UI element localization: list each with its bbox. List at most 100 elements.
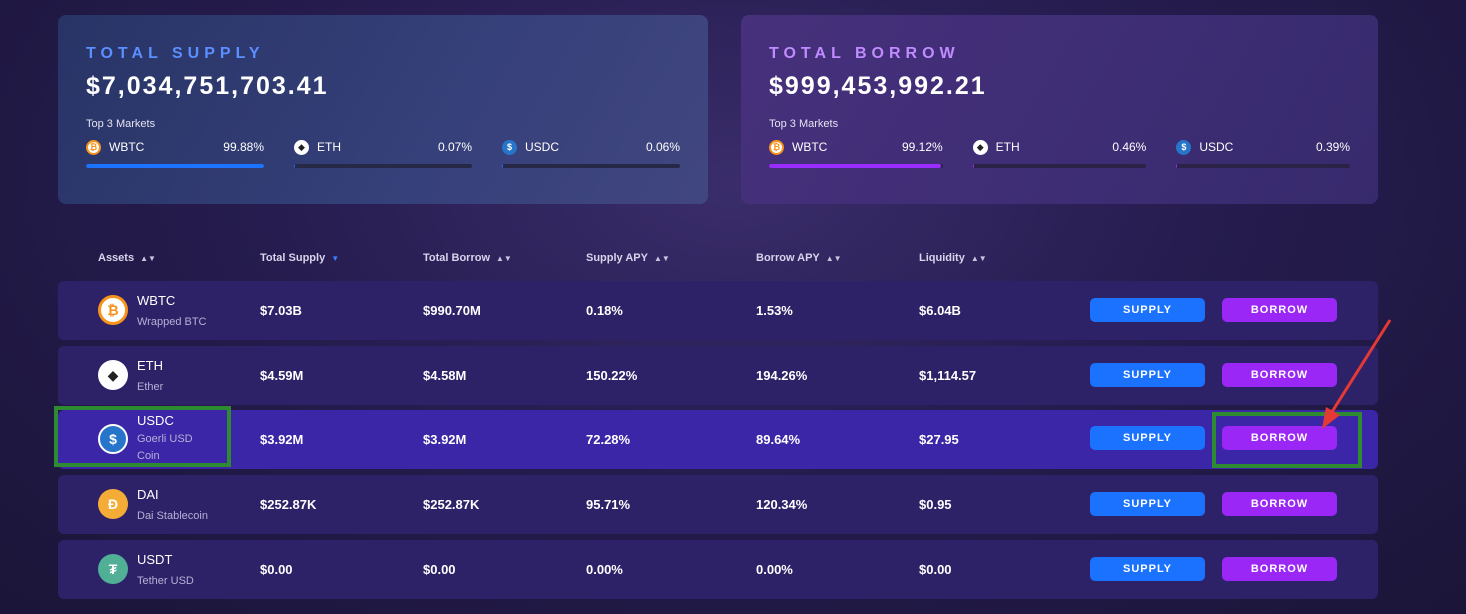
supply-button[interactable]: SUPPLY [1090,557,1205,581]
borrow-apy-value: 120.34% [756,497,808,512]
total-borrow-amount: $999,453,992.21 [769,72,987,100]
total-borrow-value: $3.92M [423,432,467,447]
annotation-arrow-icon [1322,319,1392,429]
tether-icon: ₮ [98,554,128,584]
header-label: Liquidity [919,252,965,264]
asset-name: Wrapped BTC [137,316,207,328]
market-name: USDC [1199,140,1234,154]
header-label: Assets [98,252,135,264]
market-share-bar [502,164,680,168]
header-label: Borrow APY [756,252,820,264]
supply-market-usdc: $ USDC 0.06% [502,139,680,168]
sort-icon: ▲▼ [653,254,670,263]
table-row-usdc[interactable]: $ USDC Goerli USD Coin $3.92M $3.92M 72.… [58,410,1378,469]
borrow-apy-value: 89.64% [756,432,801,447]
asset-symbol: DAI [137,487,159,502]
asset-symbol: USDC [137,413,174,428]
ethereum-icon: ◆ [972,139,988,155]
total-supply-title: TOTAL SUPPLY [86,45,265,62]
bitcoin-icon: ₿ [98,295,128,325]
borrow-market-wbtc: ₿ WBTC 99.12% [769,139,943,168]
asset-name: Goerli USD Coin [137,433,193,462]
market-name: USDC [525,140,560,154]
total-supply-value: $3.92M [260,432,304,447]
borrow-button[interactable]: BORROW [1222,363,1337,387]
total-supply-value: $252.87K [260,497,317,512]
borrow-button[interactable]: BORROW [1222,298,1337,322]
supply-button[interactable]: SUPPLY [1090,492,1205,516]
supply-button[interactable]: SUPPLY [1090,298,1205,322]
liquidity-value: $0.00 [919,562,952,577]
asset-name: Tether USD [137,575,194,587]
liquidity-value: $6.04B [919,303,961,318]
market-share-bar [769,164,943,168]
supply-apy-value: 150.22% [586,368,638,383]
header-label: Supply APY [586,252,648,264]
header-supply-apy[interactable]: Supply APY ▲▼ [586,252,670,264]
sort-desc-icon: ▼ [331,254,340,263]
borrow-market-eth: ◆ ETH 0.46% [972,139,1147,168]
market-name: WBTC [109,140,145,154]
borrow-apy-value: 0.00% [756,562,793,577]
total-borrow-value: $990.70M [423,303,481,318]
liquidity-value: $0.95 [919,497,952,512]
asset-name: Ether [137,381,164,393]
borrow-button[interactable]: BORROW [1222,426,1337,450]
header-total-supply[interactable]: Total Supply ▼ [260,252,339,264]
market-share-bar [86,164,264,168]
asset-symbol: USDT [137,552,173,567]
annotation-box-borrow-button [1212,412,1362,468]
dai-icon: Đ [98,489,128,519]
markets-table-header: Assets ▲▼ Total Supply ▼ Total Borrow ▲▼ Su… [58,252,1378,266]
supply-market-eth: ◆ ETH 0.07% [294,139,472,168]
asset-symbol: ETH [137,358,163,373]
total-supply-value: $4.59M [260,368,304,383]
sort-icon: ▲▼ [825,254,842,263]
header-total-borrow[interactable]: Total Borrow ▲▼ [423,252,512,264]
market-percent: 0.39% [1315,140,1351,154]
market-name: ETH [317,140,341,154]
table-row-eth[interactable]: ◆ ETH Ether $4.59M $4.58M 150.22% 194.26… [58,346,1378,405]
supply-apy-value: 0.00% [586,562,623,577]
table-row-wbtc[interactable]: ₿ WBTC Wrapped BTC $7.03B $990.70M 0.18%… [58,281,1378,340]
sort-icon: ▲▼ [140,254,156,263]
liquidity-value: $1,114.57 [919,368,977,383]
header-liquidity[interactable]: Liquidity ▲▼ [919,252,987,264]
top-markets-label: Top 3 Markets [86,118,156,130]
borrow-market-usdc: $ USDC 0.39% [1176,139,1351,168]
market-percent: 99.88% [223,140,264,154]
total-supply-value: $7.03B [260,303,302,318]
header-label: Total Borrow [423,252,491,264]
supply-apy-value: 0.18% [586,303,623,318]
market-share-bar [294,164,472,168]
borrow-button[interactable]: BORROW [1222,492,1337,516]
market-name: ETH [995,140,1020,154]
header-borrow-apy[interactable]: Borrow APY ▲▼ [756,252,842,264]
usdc-icon: $ [98,424,128,454]
supply-apy-value: 72.28% [586,432,631,447]
header-label: Total Supply [260,252,326,264]
supply-market-wbtc: ₿ WBTC 99.88% [86,139,264,168]
total-borrow-value: $0.00 [423,562,456,577]
borrow-apy-value: 194.26% [756,368,808,383]
borrow-apy-value: 1.53% [756,303,793,318]
borrow-button[interactable]: BORROW [1222,557,1337,581]
total-borrow-card: TOTAL BORROW $999,453,992.21 Top 3 Marke… [741,15,1378,204]
supply-button[interactable]: SUPPLY [1090,363,1205,387]
total-supply-value: $0.00 [260,562,293,577]
market-percent: 0.06% [645,140,680,154]
market-percent: 99.12% [901,140,943,154]
sort-icon: ▲▼ [970,254,987,263]
market-share-bar [1176,164,1351,168]
sort-icon: ▲▼ [496,254,512,263]
annotation-box-usdc-asset [54,406,231,467]
top-markets-label: Top 3 Markets [769,118,839,130]
bitcoin-icon: ₿ [86,139,101,155]
market-share-bar [972,164,1147,168]
header-assets[interactable]: Assets ▲▼ [98,252,156,264]
table-row-usdt[interactable]: ₮ USDT Tether USD $0.00 $0.00 0.00% 0.00… [58,540,1378,599]
supply-button[interactable]: SUPPLY [1090,426,1205,450]
liquidity-value: $27.95 [919,432,959,447]
table-row-dai[interactable]: Đ DAI Dai Stablecoin $252.87K $252.87K 9… [58,475,1378,534]
total-borrow-title: TOTAL BORROW [769,45,960,62]
